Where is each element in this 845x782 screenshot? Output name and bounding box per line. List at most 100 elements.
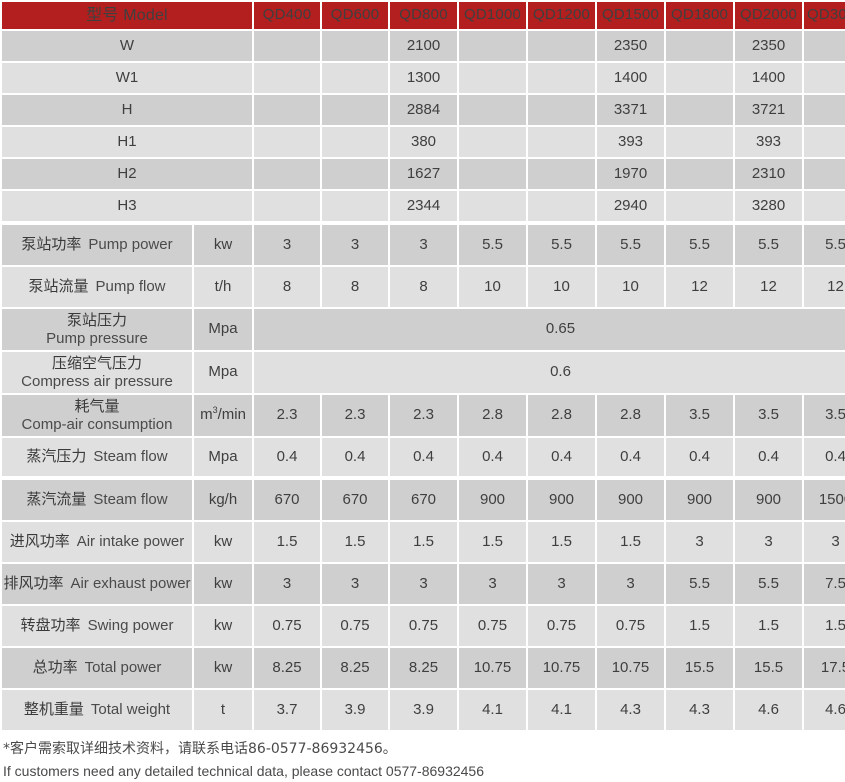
cell-h3-qd1500: 2940 bbox=[597, 191, 664, 221]
cell-h1-qd2000: 393 bbox=[735, 127, 802, 157]
cell-h1-qd600 bbox=[322, 127, 388, 157]
header-model-qd400[interactable]: QD400 bbox=[254, 2, 320, 29]
cell-comp-air-qd2000: 3.5 bbox=[735, 395, 802, 436]
cell-pump-flow-qd1500: 10 bbox=[597, 267, 664, 307]
row-label-steam-flow: 蒸汽流量 Steam flow bbox=[2, 478, 192, 520]
cell-total-power-qd1200: 10.75 bbox=[528, 648, 595, 688]
cell-total-power-qd2000: 15.5 bbox=[735, 648, 802, 688]
cell-air-exhaust-qd1500: 3 bbox=[597, 564, 664, 604]
row-label-air-exhaust-power-cn: 排风功率 bbox=[3, 574, 64, 593]
cell-air-intake-qd800: 1.5 bbox=[390, 522, 457, 562]
cell-total-weight-qd1800: 4.3 bbox=[666, 690, 733, 730]
cell-w1-qd800: 1300 bbox=[390, 63, 457, 93]
row-label-swing-power-en: Swing power bbox=[87, 617, 174, 635]
row-label-total-weight-cn: 整机重量 bbox=[23, 700, 84, 719]
header-model-qd1800[interactable]: QD1800 bbox=[666, 2, 733, 29]
cell-total-power-qd1800: 15.5 bbox=[666, 648, 733, 688]
cell-air-intake-qd400: 1.5 bbox=[254, 522, 320, 562]
table-row: 耗气量 Comp-air consumption m3/min 2.3 2.3 … bbox=[2, 395, 845, 436]
row-label-h: H bbox=[2, 95, 252, 125]
cell-h3-qd400 bbox=[254, 191, 320, 221]
cell-comp-air-qd400: 2.3 bbox=[254, 395, 320, 436]
row-label-pump-pressure-en: Pump pressure bbox=[46, 329, 148, 347]
row-label-pump-power-en: Pump power bbox=[88, 236, 173, 254]
cell-h-qd400 bbox=[254, 95, 320, 125]
cell-w-qd2000: 2350 bbox=[735, 31, 802, 61]
cell-air-intake-qd2000: 3 bbox=[735, 522, 802, 562]
table-row: 蒸汽压力 Steam flow Mpa 0.4 0.4 0.4 0.4 0.4 0… bbox=[2, 438, 845, 476]
table-row: W1 1300 1400 1400 bbox=[2, 63, 845, 93]
cell-w-qd400 bbox=[254, 31, 320, 61]
cell-total-weight-qd1200: 4.1 bbox=[528, 690, 595, 730]
header-model-qd1500[interactable]: QD1500 bbox=[597, 2, 664, 29]
cell-air-intake-qd1800: 3 bbox=[666, 522, 733, 562]
row-label-pump-power: 泵站功率 Pump power bbox=[2, 223, 192, 265]
header-model-qd1000[interactable]: QD1000 bbox=[459, 2, 526, 29]
row-label-total-power: 总功率 Total power bbox=[2, 648, 192, 688]
cell-w-qd1500: 2350 bbox=[597, 31, 664, 61]
cell-h2-qd3000 bbox=[804, 159, 845, 189]
cell-air-exhaust-qd600: 3 bbox=[322, 564, 388, 604]
cell-comp-air-qd1200: 2.8 bbox=[528, 395, 595, 436]
header-model-qd600[interactable]: QD600 bbox=[322, 2, 388, 29]
row-unit-air-intake-power: kw bbox=[194, 522, 252, 562]
row-label-h3: H3 bbox=[2, 191, 252, 221]
cell-swing-power-qd400: 0.75 bbox=[254, 606, 320, 646]
cell-w1-qd1500: 1400 bbox=[597, 63, 664, 93]
footnote-line-cn: *客户需索取详细技术资料，请联系电话86-0577-86932456。 bbox=[3, 741, 397, 757]
row-label-h2: H2 bbox=[2, 159, 252, 189]
cell-air-intake-qd3000: 3 bbox=[804, 522, 845, 562]
cell-steam-pressure-qd1500: 0.4 bbox=[597, 438, 664, 476]
cell-h-qd1800 bbox=[666, 95, 733, 125]
cell-w-qd1800 bbox=[666, 31, 733, 61]
row-label-steam-pressure-en: Steam flow bbox=[93, 448, 168, 466]
cell-h2-qd1000 bbox=[459, 159, 526, 189]
cell-pump-power-qd1800: 5.5 bbox=[666, 223, 733, 265]
cell-pump-power-qd600: 3 bbox=[322, 223, 388, 265]
cell-total-weight-qd600: 3.9 bbox=[322, 690, 388, 730]
header-model-qd3000[interactable]: QD3000 bbox=[804, 2, 845, 29]
cell-pump-flow-qd1200: 10 bbox=[528, 267, 595, 307]
table-row: 泵站功率 Pump power kw 3 3 3 5.5 5.5 5.5 5.5 … bbox=[2, 223, 845, 265]
row-label-air-exhaust-power: 排风功率 Air exhaust power bbox=[2, 564, 192, 604]
row-label-pump-power-cn: 泵站功率 bbox=[21, 235, 82, 254]
cell-pump-flow-qd3000: 12 bbox=[804, 267, 845, 307]
cell-h3-qd1000 bbox=[459, 191, 526, 221]
table-row: 泵站流量 Pump flow t/h 8 8 8 10 10 10 12 12 1… bbox=[2, 267, 845, 307]
header-model-qd800[interactable]: QD800 bbox=[390, 2, 457, 29]
cell-air-intake-qd1000: 1.5 bbox=[459, 522, 526, 562]
cell-w1-qd2000: 1400 bbox=[735, 63, 802, 93]
row-label-total-weight: 整机重量 Total weight bbox=[2, 690, 192, 730]
cell-h-qd1500: 3371 bbox=[597, 95, 664, 125]
cell-w1-qd400 bbox=[254, 63, 320, 93]
cell-comp-air-qd600: 2.3 bbox=[322, 395, 388, 436]
row-label-steam-pressure: 蒸汽压力 Steam flow bbox=[2, 438, 192, 476]
table-row: 转盘功率 Swing power kw 0.75 0.75 0.75 0.75 0… bbox=[2, 606, 845, 646]
cell-h2-qd400 bbox=[254, 159, 320, 189]
row-label-total-power-cn: 总功率 bbox=[32, 658, 78, 677]
cell-pump-pressure-all: 0.65 bbox=[254, 309, 845, 350]
row-unit-swing-power: kw bbox=[194, 606, 252, 646]
row-label-air-intake-power: 进风功率 Air intake power bbox=[2, 522, 192, 562]
unit-rest: /min bbox=[217, 406, 246, 424]
cell-pump-power-qd800: 3 bbox=[390, 223, 457, 265]
cell-air-exhaust-qd2000: 5.5 bbox=[735, 564, 802, 604]
row-label-comp-air-consumption-en: Comp-air consumption bbox=[21, 415, 173, 433]
cell-h2-qd1800 bbox=[666, 159, 733, 189]
cell-steam-flow-qd600: 670 bbox=[322, 478, 388, 520]
cell-h-qd1200 bbox=[528, 95, 595, 125]
header-model-qd2000[interactable]: QD2000 bbox=[735, 2, 802, 29]
cell-swing-power-qd1500: 0.75 bbox=[597, 606, 664, 646]
cell-air-exhaust-qd1800: 5.5 bbox=[666, 564, 733, 604]
header-model-qd1200[interactable]: QD1200 bbox=[528, 2, 595, 29]
cell-h1-qd1200 bbox=[528, 127, 595, 157]
cell-air-exhaust-qd400: 3 bbox=[254, 564, 320, 604]
row-label-swing-power-cn: 转盘功率 bbox=[20, 616, 81, 635]
table-row: H 2884 3371 3721 bbox=[2, 95, 845, 125]
cell-pump-power-qd3000: 5.5 bbox=[804, 223, 845, 265]
table-header: 型号 Model QD400 QD600 QD800 QD1000 QD1200… bbox=[2, 2, 845, 29]
cell-h3-qd2000: 3280 bbox=[735, 191, 802, 221]
cell-air-intake-qd1200: 1.5 bbox=[528, 522, 595, 562]
cell-swing-power-qd3000: 1.5 bbox=[804, 606, 845, 646]
row-unit-steam-pressure: Mpa bbox=[194, 438, 252, 476]
